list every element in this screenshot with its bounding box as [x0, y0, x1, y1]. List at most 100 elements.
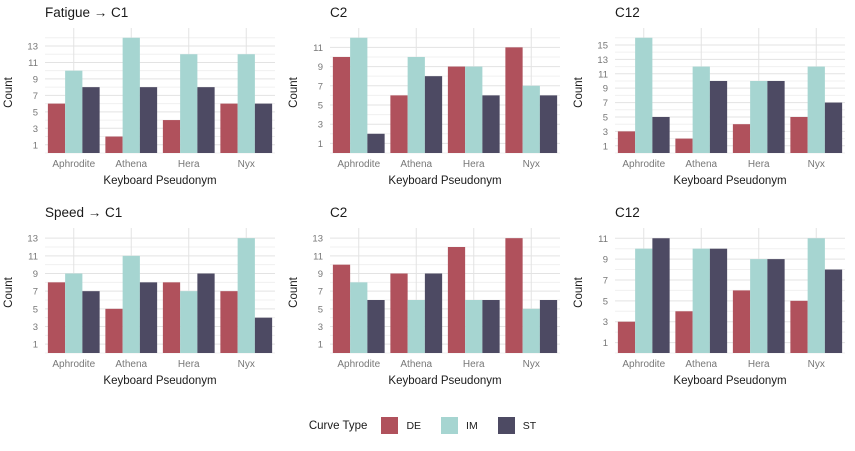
panel-title: C2: [330, 5, 348, 20]
y-tick-label: 5: [318, 100, 323, 111]
bar-de-hera: [162, 120, 181, 153]
y-axis-title: Count: [573, 76, 585, 107]
y-axis-title: Count: [3, 276, 15, 307]
x-tick-label: Nyx: [238, 359, 255, 370]
bar-st-hera: [482, 300, 500, 353]
y-tick-label: 3: [603, 127, 608, 138]
y-tick-label: 1: [603, 141, 608, 152]
y-tick-label: 3: [318, 322, 323, 333]
bar-de-hera: [447, 247, 466, 353]
bar-de-aphrodite: [332, 264, 351, 353]
y-tick-label: 5: [318, 304, 323, 315]
bar-im-aphrodite: [65, 273, 83, 353]
x-axis-title: Keyboard Pseudonym: [388, 375, 501, 387]
x-tick-label: Athena: [400, 359, 432, 370]
bar-im-hera: [465, 300, 483, 353]
bar-de-nyx: [505, 238, 523, 353]
legend-swatch-st: [497, 417, 515, 434]
bar-im-nyx: [807, 66, 825, 153]
y-tick-label: 13: [27, 234, 38, 245]
bar-chart-canvas: Aphrodite Athena Hera Nyx135791113Keyboard …: [3, 228, 275, 387]
y-tick-label: 5: [603, 296, 608, 307]
x-axis-title: Keyboard Pseudonym: [673, 175, 786, 187]
y-tick-label: 7: [603, 275, 608, 286]
x-tick-label: Aphrodite: [52, 159, 95, 170]
bar-chart-canvas: Aphrodite Athena Hera Nyx135791113Keyboard …: [288, 228, 560, 387]
y-tick-label: 7: [603, 98, 608, 109]
x-axis-title: Keyboard Pseudonym: [673, 375, 786, 387]
bar-de-aphrodite: [617, 131, 636, 153]
bar-st-athena: [424, 273, 443, 353]
bar-st-nyx: [824, 102, 843, 153]
y-tick-label: 7: [33, 91, 38, 102]
y-tick-label: 9: [33, 74, 38, 85]
bar-im-aphrodite: [350, 282, 368, 353]
y-tick-label: 5: [603, 112, 608, 123]
y-tick-label: 7: [318, 287, 323, 298]
y-tick-label: 9: [33, 269, 38, 280]
x-tick-label: Nyx: [808, 359, 825, 370]
bar-de-athena: [390, 273, 408, 353]
x-axis-title: Keyboard Pseudonym: [103, 175, 216, 187]
y-tick-label: 1: [33, 140, 38, 151]
bar-im-aphrodite: [350, 37, 368, 154]
y-tick-label: 3: [603, 317, 608, 328]
panel-title: Speed → C1: [45, 205, 123, 220]
x-tick-label: Aphrodite: [622, 359, 665, 370]
x-tick-label: Hera: [748, 359, 770, 370]
bar-im-hera: [465, 66, 483, 153]
x-tick-label: Nyx: [808, 159, 825, 170]
bar-de-athena: [675, 138, 693, 153]
bar-de-aphrodite: [332, 56, 351, 153]
y-tick-label: 11: [313, 251, 323, 262]
x-axis-title: Keyboard Pseudonym: [388, 175, 501, 187]
bar-st-hera: [767, 259, 785, 353]
legend: Curve Type DE IM ST: [0, 400, 855, 451]
legend-title: Curve Type: [308, 419, 368, 432]
bar-de-hera: [447, 66, 466, 153]
x-tick-label: Nyx: [523, 359, 540, 370]
bar-im-aphrodite: [65, 70, 83, 153]
y-tick-label: 13: [597, 55, 608, 66]
bar-st-aphrodite: [652, 238, 670, 353]
x-tick-label: Hera: [748, 159, 770, 170]
bar-st-athena: [139, 282, 158, 353]
legend-label-st: ST: [522, 419, 537, 432]
bar-de-nyx: [790, 300, 808, 353]
bar-im-athena: [122, 255, 140, 353]
bar-im-nyx: [237, 238, 255, 353]
bar-st-athena: [139, 87, 158, 153]
legend-label-im: IM: [466, 419, 478, 432]
y-tick-label: 11: [28, 251, 38, 262]
x-tick-label: Athena: [115, 159, 147, 170]
bar-st-nyx: [539, 300, 558, 353]
bar-de-hera: [732, 290, 751, 353]
bar-st-nyx: [824, 269, 843, 353]
x-tick-label: Hera: [178, 359, 200, 370]
legend-swatch-de: [381, 417, 399, 434]
bar-im-hera: [750, 259, 768, 353]
bar-st-athena: [709, 80, 728, 153]
bar-st-aphrodite: [367, 300, 385, 353]
bar-de-hera: [162, 282, 181, 353]
bar-im-athena: [692, 248, 710, 353]
bar-im-nyx: [522, 85, 540, 153]
legend-entry-de: DE: [381, 417, 421, 434]
bar-im-hera: [750, 80, 768, 153]
bar-im-athena: [692, 66, 710, 153]
bar-chart-canvas: Aphrodite Athena Hera Nyx135791113Keyboard …: [3, 28, 275, 187]
bar-st-hera: [197, 273, 215, 353]
x-tick-label: Athena: [115, 359, 147, 370]
legend-swatch-im: [441, 417, 459, 434]
x-axis-title: Keyboard Pseudonym: [103, 375, 216, 387]
x-tick-label: Nyx: [238, 159, 255, 170]
bar-de-athena: [105, 308, 123, 353]
y-tick-label: 11: [598, 234, 608, 245]
bar-st-aphrodite: [367, 133, 385, 153]
y-tick-label: 9: [318, 269, 323, 280]
bar-de-nyx: [505, 47, 523, 154]
bar-de-hera: [732, 124, 751, 153]
y-tick-label: 9: [603, 84, 608, 95]
panel-fatigue-c1: Fatigue → C1 Aphrodite Athena Hera Nyx 1 3 5 7 9…: [0, 0, 285, 200]
bar-st-hera: [767, 80, 785, 153]
